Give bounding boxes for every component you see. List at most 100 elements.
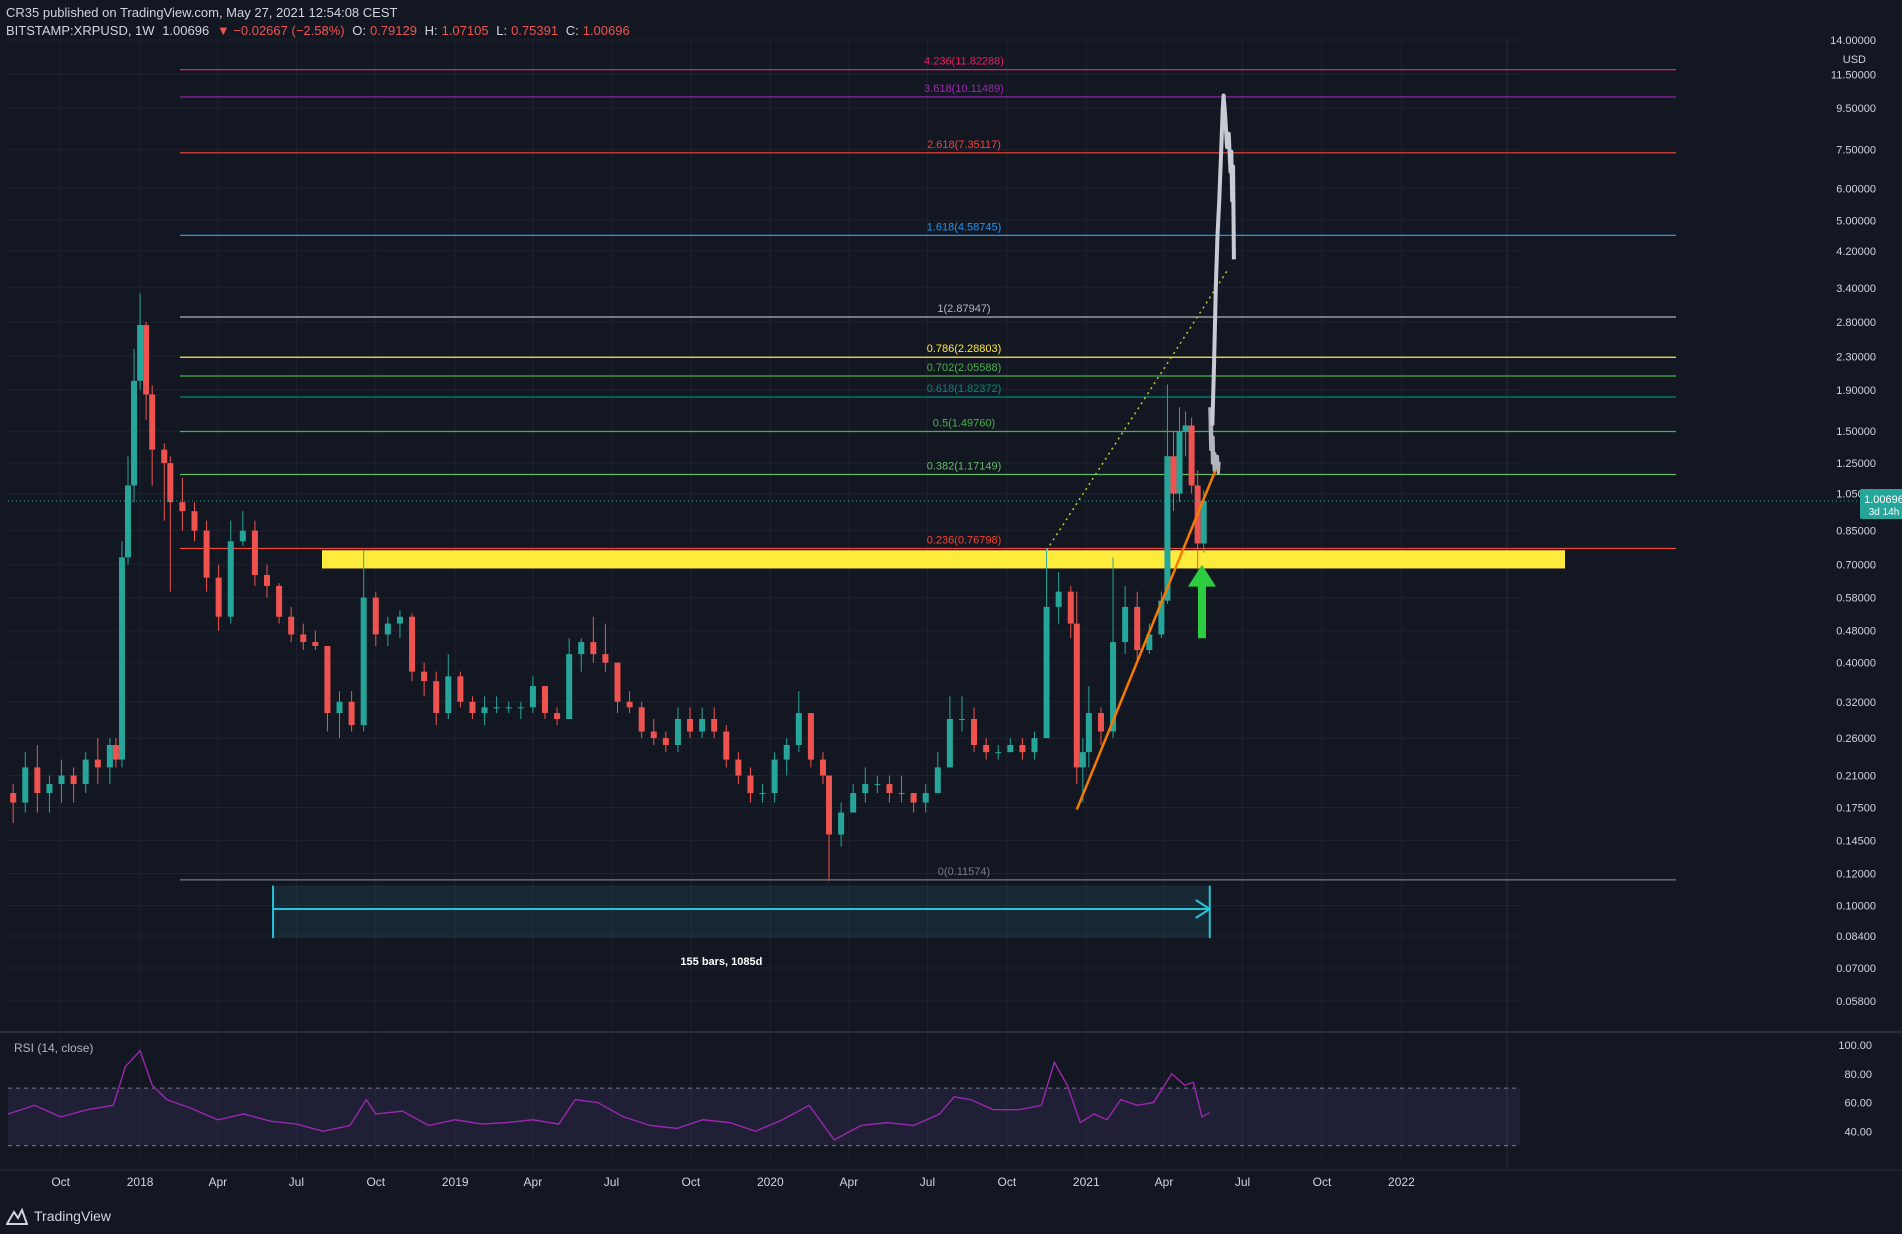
price-tick-label: 0.05800 [1836, 996, 1876, 1008]
published-line: CR35 published on TradingView.com, May 2… [6, 5, 398, 20]
candle-body [348, 701, 355, 726]
rsi-label: RSI (14, close) [14, 1041, 93, 1055]
candle-body [276, 585, 283, 617]
candle-body [541, 686, 548, 714]
candle [1182, 411, 1189, 457]
candle-body [1200, 500, 1207, 544]
candle-body [360, 597, 367, 726]
candle [46, 775, 53, 813]
candle-body [626, 701, 633, 708]
candle [922, 784, 929, 813]
time-tick-label: Apr [524, 1175, 543, 1189]
candle-body [336, 701, 343, 714]
candle-body [263, 574, 270, 586]
candle-body [838, 812, 845, 835]
candle-body [554, 713, 561, 720]
candle-body [167, 463, 174, 503]
candle [819, 752, 826, 785]
fib-retracement: 4.236(11.82288) 3.618(10.11489) 2.618(7.35… [180, 56, 1676, 881]
candle [112, 738, 119, 768]
candle-body [1079, 752, 1086, 768]
candle [1146, 623, 1153, 655]
candle [759, 784, 766, 803]
time-tick-label: Jul [1235, 1175, 1250, 1189]
price-tick-label: 0.17500 [1836, 802, 1876, 814]
time-tick-label: Oct [51, 1175, 70, 1189]
fib-level-label: 1.618(4.58745) [927, 221, 1002, 233]
rsi-tick-label: 40.00 [1844, 1126, 1872, 1138]
candle-body [118, 557, 125, 760]
candle [409, 613, 416, 682]
candle-body [58, 775, 65, 785]
dotted-projection-line [1045, 267, 1230, 551]
candle-body [1158, 600, 1165, 635]
candle [1188, 417, 1195, 494]
candle-body [1007, 744, 1014, 753]
candle-body [445, 676, 452, 714]
candle-body [227, 541, 234, 617]
candle [517, 701, 524, 720]
green-up-arrow [1187, 564, 1216, 639]
candle-body [819, 759, 826, 776]
rsi-pane: RSI (14, close) 100.00 80.00 60.00 40.00 [7, 1040, 1872, 1147]
candle-body [807, 713, 814, 760]
low-value: 0.75391 [511, 23, 559, 38]
candle [149, 385, 156, 486]
candle [838, 802, 845, 847]
price-tick-label: 0.21000 [1836, 771, 1876, 783]
candle [1073, 591, 1080, 785]
symbol-line: BITSTAMP:XRPUSD, 1W 1.00696 ▼ −0.02667 (… [6, 22, 634, 40]
candle [324, 645, 331, 732]
price-tick-label: 1.25000 [1836, 458, 1876, 470]
candle [312, 630, 319, 651]
price-tick-label: 3.40000 [1836, 283, 1876, 295]
price-tick-label: 0.58000 [1836, 593, 1876, 605]
time-tick-label: Jul [289, 1175, 304, 1189]
candle-body [137, 325, 144, 381]
candle-body [1019, 744, 1026, 753]
candle [946, 696, 953, 768]
symbol-name[interactable]: BITSTAMP:XRPUSD, 1W [6, 23, 155, 38]
candle [807, 713, 814, 768]
candle [771, 752, 778, 803]
candle [227, 520, 234, 624]
candle [143, 321, 150, 420]
fib-level-label: 0.786(2.28803) [927, 343, 1002, 355]
candle-body [239, 530, 246, 542]
candle-body [1031, 738, 1038, 753]
candle-body [590, 642, 597, 655]
candle [1110, 557, 1117, 739]
candle [1122, 585, 1129, 655]
candle-body [203, 530, 210, 578]
time-tick-label: Jul [604, 1175, 619, 1189]
candle-body [983, 744, 990, 753]
fib-level-label: 0.702(2.05588) [927, 362, 1002, 374]
candle-body [421, 671, 428, 682]
fib-level-label: 1(2.87947) [937, 303, 990, 315]
candle-body [312, 642, 319, 646]
candle-body [1085, 713, 1092, 753]
candle-body [131, 380, 138, 486]
fib-level-label: 0.236(0.76798) [927, 534, 1002, 546]
candle [1031, 731, 1038, 760]
candle [995, 744, 1002, 760]
candle-body [946, 719, 953, 768]
candle [372, 591, 379, 646]
candle [783, 738, 790, 776]
time-tick-label: Oct [998, 1175, 1017, 1189]
projection-chop [1208, 407, 1221, 475]
candle [179, 477, 186, 531]
candle-body [723, 731, 730, 760]
rsi-tick-label: 60.00 [1844, 1098, 1872, 1110]
candle [251, 520, 258, 586]
chart-header: CR35 published on TradingView.com, May 2… [6, 4, 634, 40]
candle [1043, 547, 1050, 739]
candle [886, 775, 893, 803]
candle-body [143, 325, 150, 395]
candle-body [1097, 713, 1104, 732]
candle [58, 759, 65, 803]
price-tick-label: 0.70000 [1836, 560, 1876, 572]
candles [10, 293, 1207, 881]
candle-body [687, 719, 694, 732]
